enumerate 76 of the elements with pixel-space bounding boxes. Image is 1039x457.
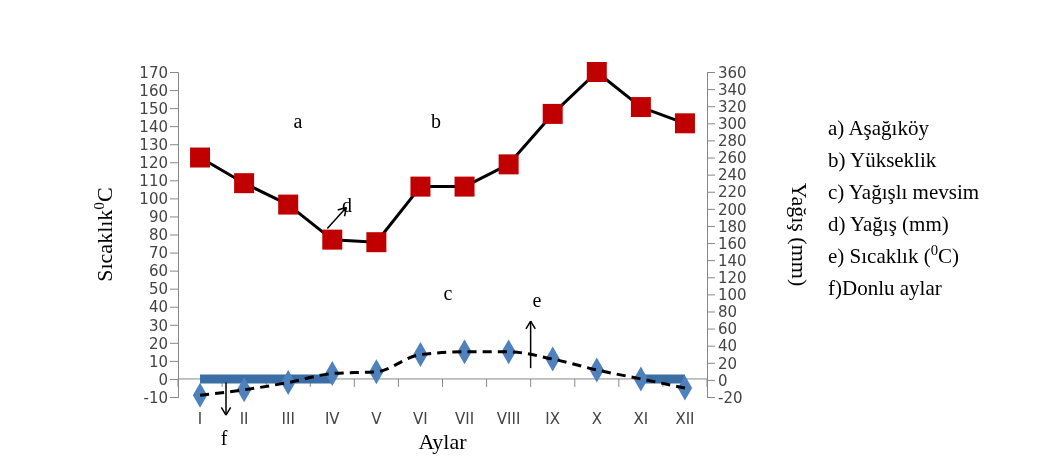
y2-tick-label: 180 [718,217,747,236]
y-tick-label: 130 [139,135,168,154]
annotation: e [532,289,542,311]
y-tick-label: 110 [139,172,168,191]
x-tick-label: VIII [496,410,521,428]
text: f)Donlu aylar [828,276,942,300]
x-tick-label: IV [324,410,341,428]
y2-tick-label: 100 [718,286,747,305]
y2-tick-label: 160 [718,234,747,253]
y2-axis-title: Yağış (mm) [787,182,812,287]
y-tick-label: 30 [148,316,168,335]
point [498,154,519,175]
y2-tick-label: 60 [718,320,738,339]
y2-tick-label: 0 [718,371,728,390]
y2-tick-label: 300 [718,115,747,134]
x-tick-label: VII [454,410,475,428]
x-tick-label: V [371,410,383,428]
x-tick-label: X [591,410,602,428]
point [454,176,475,197]
x-tick-label: XII [675,410,695,428]
y2-tick-label: 340 [718,80,747,99]
y2-tick-label: 260 [718,149,747,168]
y-tick-label: 20 [148,334,168,353]
y-tick-label: 160 [139,81,168,100]
y-tick-label: 80 [148,226,168,245]
y-tick-label: 70 [148,244,168,263]
y2-tick-label: 280 [718,132,747,151]
text: e) Sıcaklık ($^{0}$C) [828,242,959,268]
point [234,173,255,194]
y-tick-label: 60 [148,262,168,281]
annotation: b [431,110,441,132]
y-tick-label: 50 [148,280,168,299]
y-tick-label: 170 [139,63,168,82]
point [542,103,563,124]
annotation: c [443,282,453,304]
text: f [220,427,228,449]
x-tick-label: III [281,410,295,428]
x-axis-title: Aylar [418,429,468,454]
y-tick-label: 90 [148,208,168,227]
y-tick-label: 100 [139,190,168,209]
annotation: a [293,110,303,132]
point [586,62,607,82]
y-tick-label: 10 [148,352,168,371]
y-tick-label: 120 [139,154,168,173]
x-tick-label: XI [633,410,649,428]
y2-tick-label: 40 [718,337,738,356]
point [410,176,431,197]
y2-tick-label: 80 [718,303,738,322]
x-tick-label: IX [545,410,561,428]
y-tick-label: 140 [139,117,168,136]
text: a) Aşağıköy [828,116,930,140]
y-tick-label: 40 [148,298,168,317]
y2-tick-label: 120 [718,269,747,288]
point [190,147,211,168]
y2-tick-label: 200 [718,200,747,219]
text: d) Yağış (mm) [828,212,949,236]
point [322,229,343,250]
y-tick-label: -10 [143,388,168,407]
text: b) Yükseklik [828,148,937,172]
y2-tick-label: 360 [718,63,747,82]
y2-tick-label: 20 [718,354,738,373]
x-tick-label: I [197,410,203,428]
x-tick-label: II [239,410,249,428]
point [278,194,299,215]
y-tick-label: 0 [158,370,168,389]
y2-tick-label: 320 [718,97,747,116]
y-tick-label: 150 [139,99,168,118]
y2-tick-label: 240 [718,166,747,185]
y2-tick-label: -20 [718,388,743,407]
point [366,232,387,253]
y2-tick-label: 140 [718,251,747,270]
point [630,97,651,118]
text: c) Yağışlı mevsim [828,180,980,204]
point [674,113,695,134]
x-tick-label: VI [413,410,428,428]
y2-tick-label: 220 [718,183,747,202]
